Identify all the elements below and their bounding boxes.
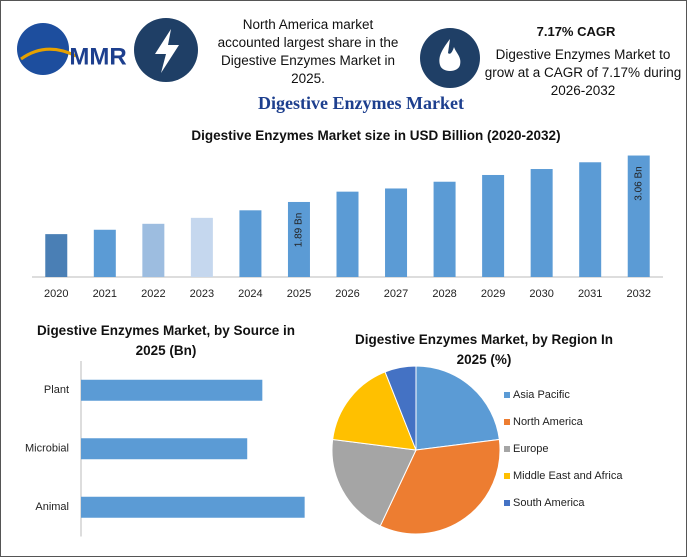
chart-title: Digestive Enzymes Market size in USD Bil… (191, 128, 561, 143)
x-tick-label: 2024 (238, 288, 262, 300)
x-tick-label: 2030 (529, 288, 553, 300)
legend-swatch (504, 419, 510, 425)
x-tick-label: 2023 (190, 288, 214, 300)
bar (142, 223, 165, 277)
bar (530, 169, 553, 277)
bolt (155, 29, 179, 73)
legend-swatch (504, 446, 510, 452)
y-tick-label: Microbial (25, 443, 69, 455)
pie-slice (332, 371, 417, 451)
x-tick-label: 2020 (44, 288, 68, 300)
bar (81, 438, 248, 460)
bar (239, 210, 262, 277)
bar (81, 379, 263, 401)
value-label: 3.06 Bn (633, 166, 644, 200)
cagr-note: Digestive Enzymes Market to grow at a CA… (484, 47, 682, 98)
bar (385, 188, 408, 277)
bar (287, 201, 310, 277)
logo-text: MMR (69, 43, 126, 70)
bar (627, 155, 650, 277)
x-tick-label: 2031 (578, 288, 602, 300)
pie-slice (415, 365, 500, 451)
chart-title: Digestive Enzymes Market, by Region In 2… (354, 332, 614, 367)
bar (336, 191, 359, 277)
bar (579, 162, 602, 277)
bar (81, 496, 305, 518)
x-tick-label: 2032 (626, 288, 650, 300)
x-tick-label: 2028 (432, 288, 456, 300)
x-tick-label: 2026 (335, 288, 359, 300)
flame (439, 39, 461, 71)
legend-swatch (504, 473, 510, 479)
legend-swatch (504, 392, 510, 398)
legend-label: Middle East and Africa (513, 470, 623, 482)
legend-swatch (504, 500, 510, 506)
bar (190, 217, 213, 277)
legend-label: Asia Pacific (513, 389, 570, 401)
pie-slice (384, 365, 417, 451)
value-label: 1.89 Bn (294, 213, 305, 247)
main-title: Digestive Enzymes Market (258, 93, 464, 113)
share-note: North America market accounted largest s… (217, 17, 399, 86)
bar (482, 174, 505, 277)
logo-swoosh (20, 47, 77, 61)
bar (433, 181, 456, 277)
cagr-title: 7.17% CAGR (536, 24, 616, 39)
x-tick-label: 2021 (93, 288, 117, 300)
bar (93, 229, 116, 277)
y-tick-label: Animal (35, 501, 69, 513)
legend-label: South America (513, 497, 585, 509)
bar (45, 234, 68, 277)
legend-label: North America (513, 416, 584, 428)
x-tick-label: 2027 (384, 288, 408, 300)
y-tick-label: Plant (44, 384, 69, 396)
pie-slice (331, 438, 417, 527)
x-tick-label: 2022 (141, 288, 165, 300)
chart-title: Digestive Enzymes Market, by Source in 2… (36, 323, 296, 358)
x-tick-label: 2029 (481, 288, 505, 300)
x-tick-label: 2025 (287, 288, 311, 300)
legend-label: Europe (513, 443, 548, 455)
